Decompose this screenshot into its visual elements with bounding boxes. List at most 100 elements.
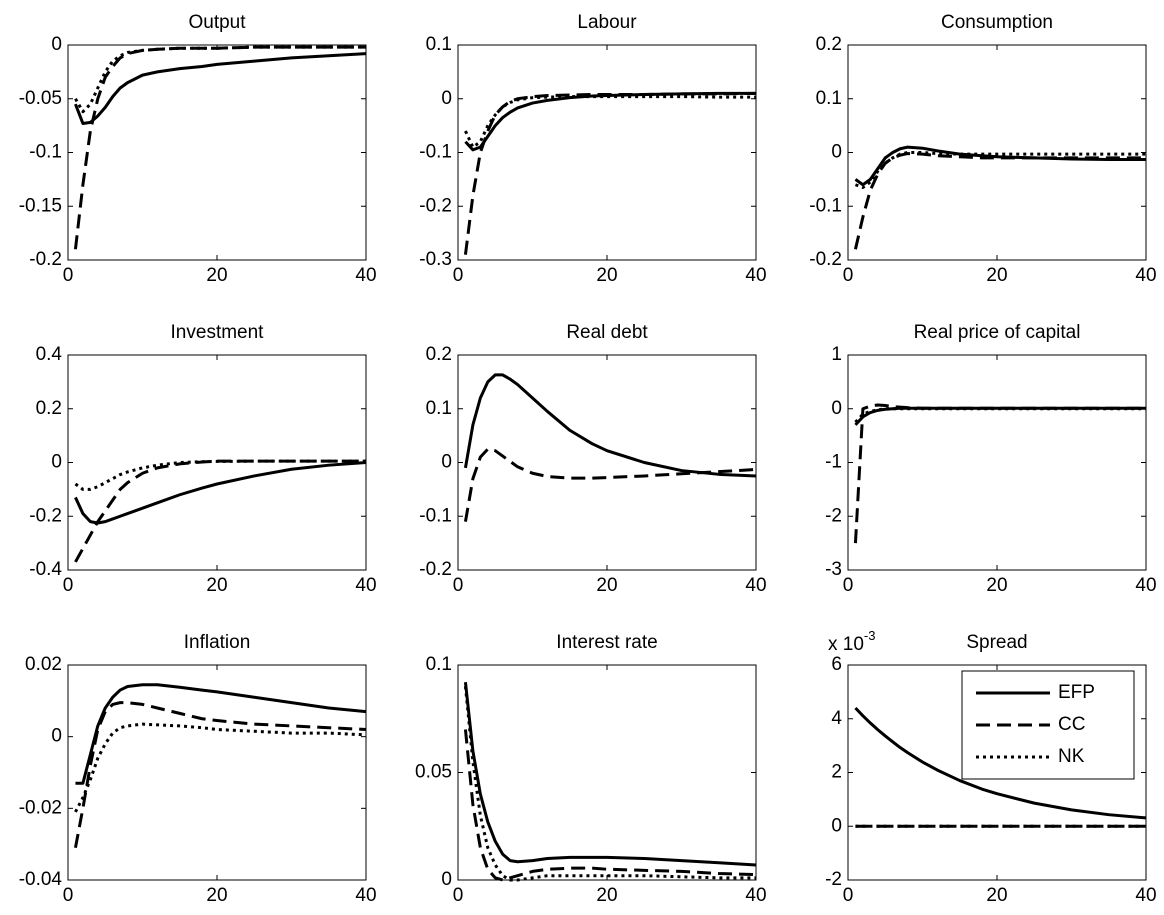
x-tick-label: 0 bbox=[453, 885, 464, 906]
y-tick-label: -0.2 bbox=[419, 195, 452, 216]
legend-label: CC bbox=[1058, 714, 1085, 735]
x-tick-label: 20 bbox=[986, 265, 1007, 286]
x-tick-label: 20 bbox=[596, 885, 617, 906]
x-tick-label: 20 bbox=[986, 885, 1007, 906]
y-tick-label: -0.02 bbox=[19, 797, 62, 818]
panel: Labour -0.3 -0.2 -0.1 0 0.1 0 20 40 bbox=[419, 12, 766, 286]
y-tick-label: -0.2 bbox=[29, 505, 62, 526]
y-tick-label: 6 bbox=[831, 654, 842, 675]
x-tick-label: 20 bbox=[596, 265, 617, 286]
x-tick-label: 40 bbox=[745, 265, 766, 286]
y-tick-label: -2 bbox=[825, 869, 842, 890]
series-line bbox=[854, 407, 1146, 424]
y-tick-label: 0.2 bbox=[816, 34, 842, 55]
x-tick-label: 0 bbox=[453, 265, 464, 286]
series-line bbox=[854, 151, 1146, 189]
legend-label: EFP bbox=[1058, 682, 1095, 703]
x-tick-label: 40 bbox=[355, 885, 376, 906]
series-line bbox=[853, 152, 1146, 250]
y-tick-label: 0.1 bbox=[426, 654, 452, 675]
x-tick-label: 0 bbox=[453, 575, 464, 596]
x-tick-label: 40 bbox=[355, 575, 376, 596]
series-line bbox=[73, 701, 367, 849]
y-tick-label: 4 bbox=[831, 708, 842, 729]
panel: Real debt -0.2 -0.1 0 0.1 0.2 0 20 40 bbox=[419, 322, 766, 596]
x-tick-label: 20 bbox=[596, 575, 617, 596]
panel: Consumption -0.2 -0.1 0 0.1 0.2 0 20 40 bbox=[809, 12, 1156, 286]
x-tick-label: 40 bbox=[1135, 885, 1156, 906]
series-line bbox=[854, 706, 1147, 820]
y-tick-label: -1 bbox=[825, 452, 842, 473]
series-line bbox=[854, 406, 1146, 426]
y-tick-label: 0.1 bbox=[426, 398, 452, 419]
series-line bbox=[74, 459, 366, 563]
series-line bbox=[853, 403, 1146, 544]
panel-title: Inflation bbox=[184, 632, 251, 653]
y-tick-label: 0 bbox=[831, 142, 842, 163]
panel-title: Output bbox=[188, 12, 246, 33]
y-tick-label: 0 bbox=[831, 398, 842, 419]
y-tick-label: -0.1 bbox=[809, 195, 842, 216]
y-tick-label: -0.3 bbox=[419, 249, 452, 270]
y-tick-label: 0.2 bbox=[36, 398, 62, 419]
series-line bbox=[463, 682, 757, 867]
panel-title: Real price of capital bbox=[914, 322, 1081, 343]
panel: Interest rate 0 0.05 0.1 0 20 40 bbox=[415, 632, 767, 906]
panel-title: Real debt bbox=[566, 322, 648, 343]
x-tick-label: 0 bbox=[843, 885, 854, 906]
series-line bbox=[74, 461, 367, 525]
series-line bbox=[73, 45, 366, 250]
y-tick-label: 0.05 bbox=[415, 762, 452, 783]
y-tick-label: 0 bbox=[441, 88, 452, 109]
series-line bbox=[75, 683, 367, 785]
series-line bbox=[464, 91, 756, 152]
y-tick-label: 0.1 bbox=[816, 88, 842, 109]
series-line bbox=[463, 447, 757, 522]
y-tick-label: -0.05 bbox=[19, 88, 62, 109]
y-multiplier-base: x 10 bbox=[828, 634, 864, 655]
plot-frame bbox=[847, 354, 1147, 571]
panel-title: Investment bbox=[171, 322, 265, 343]
series-line bbox=[74, 722, 367, 813]
panel-title: Interest rate bbox=[556, 632, 657, 653]
y-tick-label: -0.04 bbox=[19, 869, 63, 890]
y-tick-label: 0.2 bbox=[426, 344, 452, 365]
plot-frame bbox=[457, 354, 757, 571]
panel: Output -0.2 -0.15 -0.1 -0.05 0 0 20 40 bbox=[19, 12, 377, 286]
y-tick-label: 0.02 bbox=[25, 654, 62, 675]
y-tick-label: 0 bbox=[831, 815, 842, 836]
y-tick-label: 0.4 bbox=[36, 344, 63, 365]
x-tick-label: 20 bbox=[206, 885, 227, 906]
y-tick-label: -0.1 bbox=[419, 142, 452, 163]
y-tick-label: 1 bbox=[831, 344, 842, 365]
plot-frame bbox=[457, 44, 757, 261]
plot-frame bbox=[67, 354, 367, 571]
y-tick-label: -0.2 bbox=[419, 559, 452, 580]
y-tick-label: -3 bbox=[825, 559, 842, 580]
y-tick-label: -0.2 bbox=[29, 249, 62, 270]
y-tick-label: -0.15 bbox=[19, 195, 62, 216]
x-tick-label: 0 bbox=[843, 265, 854, 286]
y-tick-label: 0 bbox=[441, 452, 452, 473]
x-tick-label: 40 bbox=[745, 885, 766, 906]
series-line bbox=[464, 95, 756, 149]
x-tick-label: 40 bbox=[745, 575, 766, 596]
x-tick-label: 0 bbox=[843, 575, 854, 596]
x-tick-label: 20 bbox=[206, 265, 227, 286]
x-tick-label: 0 bbox=[63, 265, 74, 286]
legend-label: NK bbox=[1058, 746, 1085, 767]
panel-title: Consumption bbox=[941, 12, 1053, 33]
series-line bbox=[74, 52, 367, 125]
x-tick-label: 40 bbox=[355, 265, 376, 286]
x-tick-label: 0 bbox=[63, 885, 74, 906]
series-line bbox=[74, 45, 366, 114]
y-tick-label: 0 bbox=[51, 34, 62, 55]
y-tick-label: 0.1 bbox=[426, 34, 452, 55]
plot-frame bbox=[67, 664, 367, 881]
y-tick-label: -0.1 bbox=[419, 505, 452, 526]
series-line bbox=[463, 686, 756, 882]
panel: Investment -0.4 -0.2 0 0.2 0.4 0 20 40 bbox=[29, 322, 376, 596]
panel-title: Spread bbox=[966, 632, 1027, 653]
